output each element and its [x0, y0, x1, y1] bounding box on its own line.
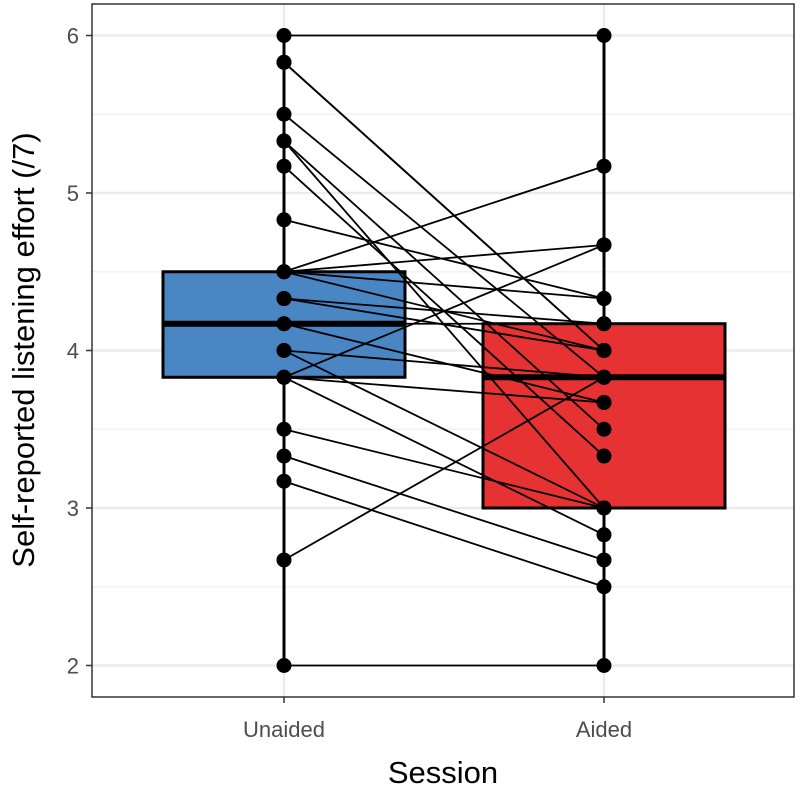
point-aided — [596, 28, 612, 43]
point-aided — [596, 579, 612, 595]
pair-line — [283, 480, 605, 588]
point-aided — [596, 237, 612, 253]
point-unaided — [276, 343, 292, 358]
point-aided — [596, 343, 612, 358]
point-unaided — [276, 316, 292, 332]
point-unaided — [276, 54, 292, 70]
point-aided — [596, 658, 612, 673]
x-tick-label: Unaided — [243, 717, 325, 742]
pair-line — [283, 244, 605, 379]
y-tick-label: 6 — [67, 24, 79, 49]
pair-line — [283, 376, 605, 404]
pair-line — [283, 61, 605, 352]
point-aided — [596, 500, 612, 516]
y-tick-label: 4 — [67, 339, 79, 364]
point-unaided — [276, 421, 292, 437]
x-axis-title: Session — [388, 755, 498, 789]
pair-line — [283, 376, 605, 561]
pair-line — [283, 455, 605, 561]
y-tick-label: 2 — [67, 654, 79, 679]
point-aided — [596, 394, 612, 410]
pair-line — [283, 376, 605, 536]
point-unaided — [276, 473, 292, 489]
pair-line — [283, 113, 605, 378]
point-unaided — [276, 291, 292, 307]
point-aided — [596, 291, 612, 307]
point-aided — [596, 421, 612, 437]
x-axis: Unaided Aided — [243, 697, 632, 742]
y-axis-title: Self-reported listening effort (/7) — [6, 132, 41, 567]
point-aided — [596, 369, 612, 385]
point-unaided — [276, 212, 292, 228]
point-unaided — [276, 106, 292, 122]
pair-line — [283, 270, 605, 300]
point-unaided — [276, 552, 292, 568]
point-unaided — [276, 658, 292, 673]
pair-line — [283, 244, 605, 273]
y-tick-label: 3 — [67, 496, 79, 521]
point-aided — [596, 448, 612, 464]
point-aided — [596, 158, 612, 174]
point-aided — [596, 552, 612, 568]
point-unaided — [276, 133, 292, 149]
point-unaided — [276, 369, 292, 385]
point-aided — [596, 527, 612, 543]
pair-line — [283, 349, 605, 509]
point-unaided — [276, 448, 292, 464]
pair-line — [283, 165, 605, 273]
point-unaided — [276, 158, 292, 174]
x-tick-label: Aided — [576, 717, 632, 742]
paired-lines — [283, 34, 605, 667]
point-unaided — [276, 28, 292, 43]
data-points — [276, 28, 612, 673]
point-aided — [596, 316, 612, 332]
y-axis: 2 3 4 5 6 — [67, 24, 92, 679]
point-unaided — [276, 264, 292, 280]
y-tick-label: 5 — [67, 181, 79, 206]
